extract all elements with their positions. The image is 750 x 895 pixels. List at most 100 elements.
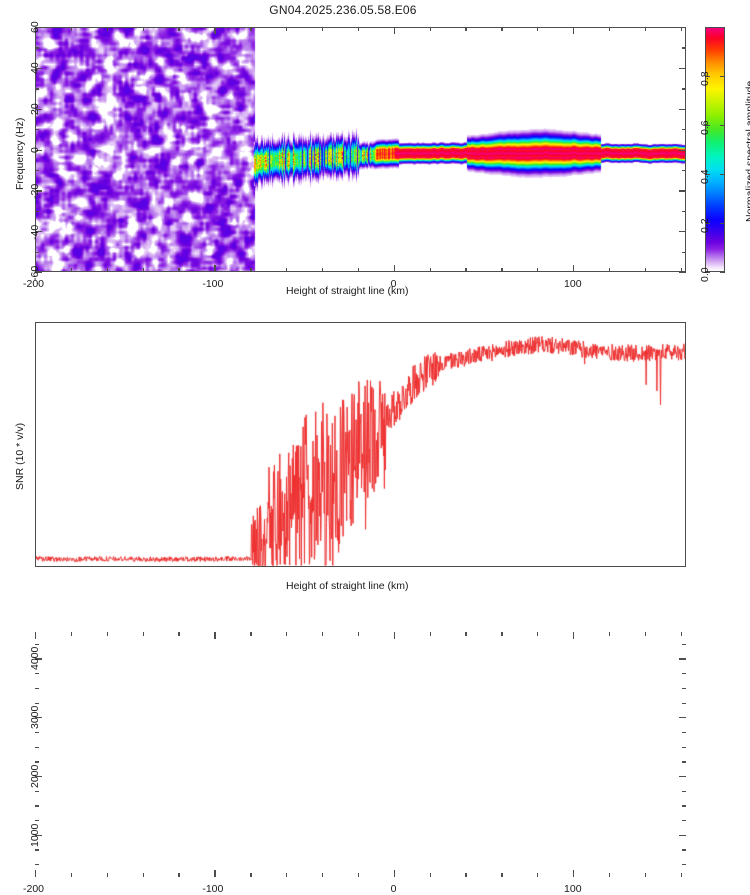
axis-tick (35, 67, 42, 70)
axis-tick-label: 0 (29, 146, 41, 153)
axis-tick-label: 2000 (29, 764, 41, 788)
axis-tick (573, 632, 575, 639)
axis-tick (682, 702, 686, 704)
axis-tick (142, 268, 144, 272)
axis-tick (178, 632, 180, 636)
axis-tick (250, 27, 252, 31)
axis-tick (35, 805, 39, 807)
axis-tick (679, 67, 686, 70)
axis-tick (679, 775, 686, 778)
axis-tick (679, 231, 686, 233)
axis-tick (35, 108, 42, 110)
axis-tick (682, 129, 686, 131)
snr-plot-area (35, 322, 686, 567)
axis-tick (644, 873, 647, 877)
axis-tick-label: -200 (23, 278, 45, 290)
axis-tick-label: -20 (29, 184, 41, 200)
axis-tick (35, 643, 39, 646)
axis-tick (682, 731, 686, 734)
axis-tick (393, 27, 395, 34)
colorbar-label: Normalized spectral amplitude (744, 80, 750, 222)
snr-x-axis-label: Height of straight line (km) (286, 580, 409, 592)
spectrogram-y-axis-label: Frequency (Hz) (14, 117, 26, 190)
axis-tick (357, 873, 360, 877)
axis-tick (501, 268, 503, 272)
axis-tick (680, 27, 682, 31)
axis-tick (35, 149, 42, 151)
axis-tick (214, 632, 216, 639)
axis-tick (644, 27, 647, 31)
axis-tick-label: 60 (29, 21, 41, 33)
axis-tick (682, 88, 686, 90)
axis-tick (679, 272, 686, 274)
axis-tick (106, 632, 109, 636)
axis-tick (680, 268, 682, 272)
axis-tick (321, 27, 324, 31)
axis-tick (429, 27, 431, 31)
axis-tick (357, 27, 360, 31)
axis-tick (286, 268, 288, 272)
axis-tick (35, 265, 37, 272)
figure-title: GN04.2025.236.05.58.E06 (269, 3, 417, 17)
axis-tick (178, 268, 180, 272)
axis-tick (720, 174, 725, 176)
axis-tick (644, 268, 647, 272)
axis-tick (35, 864, 39, 866)
axis-tick (35, 190, 42, 192)
axis-tick (35, 731, 39, 734)
axis-tick (573, 870, 575, 877)
axis-tick (465, 873, 467, 877)
axis-tick (608, 632, 611, 636)
axis-tick (35, 687, 39, 690)
axis-tick (682, 820, 686, 822)
axis-tick (35, 761, 39, 763)
axis-tick (679, 834, 686, 836)
axis-tick (35, 47, 39, 49)
axis-tick (35, 870, 37, 877)
axis-tick (705, 223, 710, 225)
axis-tick-label: -200 (23, 883, 45, 895)
axis-tick-label: -100 (202, 883, 224, 895)
axis-tick (682, 643, 686, 646)
axis-tick (357, 268, 360, 272)
axis-tick (705, 174, 710, 176)
axis-tick (286, 873, 288, 877)
axis-tick (465, 268, 467, 272)
colorbar-tick-label: 0.0 (699, 266, 711, 282)
axis-tick (106, 268, 109, 272)
axis-tick (682, 169, 686, 172)
axis-tick (720, 76, 725, 78)
axis-tick (70, 632, 73, 636)
axis-tick-label: 0 (390, 883, 397, 895)
spectrogram-panel: -200 -100 0 100 -60 -40 -20 0 20 40 60 Frequency (… (0, 0, 700, 310)
axis-tick (393, 632, 395, 639)
axis-tick-label: -100 (202, 278, 224, 290)
axis-tick (608, 268, 611, 272)
axis-tick (35, 820, 39, 822)
axis-tick (70, 268, 73, 272)
axis-tick (250, 873, 252, 877)
axis-tick (679, 658, 686, 660)
axis-tick (70, 27, 73, 31)
axis-tick (35, 702, 39, 704)
axis-tick-label: 20 (29, 102, 41, 115)
colorbar-gradient (706, 28, 724, 271)
axis-tick (286, 27, 288, 31)
axis-tick (682, 864, 686, 866)
axis-tick (106, 27, 109, 31)
axis-tick (429, 268, 431, 272)
spectrogram-x-axis-label: Height of straight line (km) (286, 285, 409, 297)
axis-tick-label: -60 (29, 265, 41, 281)
axis-tick-label: -40 (29, 224, 41, 241)
axis-tick (682, 761, 686, 763)
snr-y-axis-label: SNR (10 * v/v) (14, 422, 26, 490)
axis-tick (679, 108, 686, 110)
colorbar-tick-label: 0.4 (699, 168, 711, 184)
axis-tick (682, 687, 686, 690)
axis-tick (142, 873, 144, 877)
axis-tick (35, 849, 39, 851)
axis-tick (537, 873, 539, 877)
axis-tick (682, 790, 686, 792)
axis-tick (35, 673, 39, 675)
